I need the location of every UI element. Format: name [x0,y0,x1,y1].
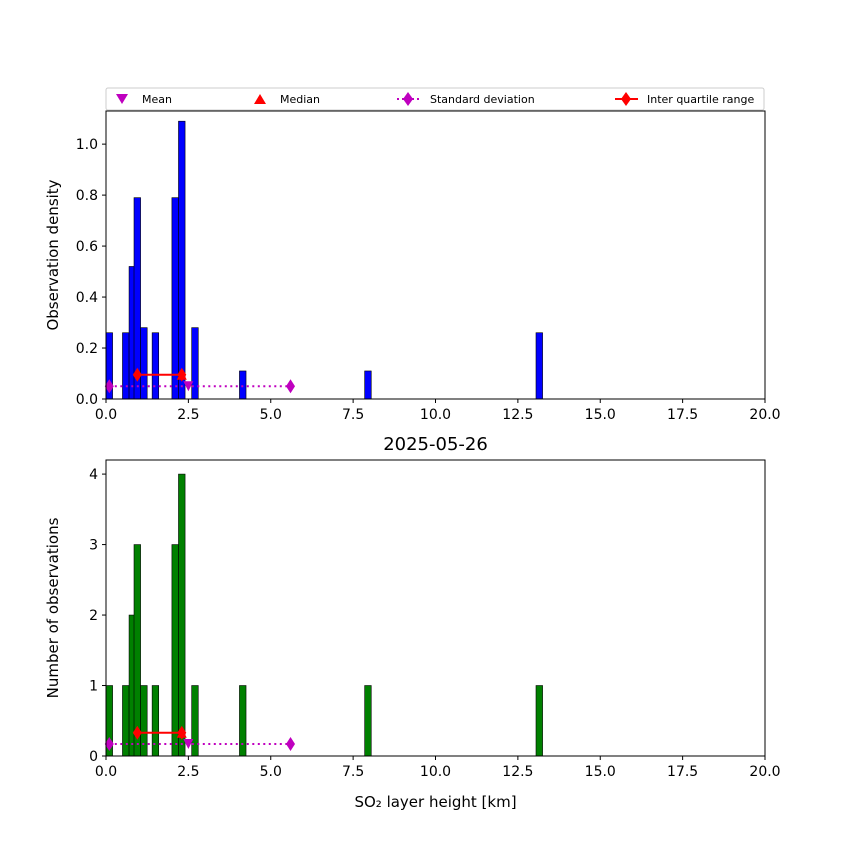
legend-frame [105,87,765,111]
std-marker [104,737,114,752]
histogram-bar [151,332,160,400]
histogram-bar [239,685,247,757]
iqr-marker-icon [621,92,631,106]
legend-median-label: Median [280,93,320,106]
y-tick-label: 1 [89,679,98,695]
y-tick-label: 0.6 [76,239,98,255]
y-tick-label: 0.0 [76,392,98,408]
mean-marker-icon [116,94,128,104]
x-tick-label: 20.0 [749,764,780,780]
histogram-bar [133,544,141,757]
histogram-bar [364,685,372,757]
histogram-bar [239,370,247,400]
axes-frame [105,110,766,400]
histogram-bar [122,685,130,757]
median-marker [176,727,187,738]
x-tick-label: 7.5 [342,407,364,423]
x-tick-label: 10.0 [420,764,451,780]
median-marker-icon [254,94,266,104]
histogram-bar [191,685,199,757]
median-marker [176,369,187,380]
histogram-bar [535,685,543,757]
histogram-bar [178,120,186,400]
x-tick-label: 0.0 [95,407,117,423]
x-tick-label: 2.5 [177,764,199,780]
x-tick-label: 17.5 [667,764,698,780]
histogram-bar [171,197,179,400]
histogram-bar [535,332,543,400]
std-marker [104,379,114,394]
legend: Mean Median Standard deviation Inter qua… [105,87,765,111]
mean-marker [183,739,194,750]
y-tick-label: 4 [89,467,98,483]
x-tick-label: 15.0 [585,764,616,780]
legend-iqr-label: Inter quartile range [647,93,754,106]
std-marker [286,737,296,752]
histogram-bar [171,544,179,757]
x-tick-label: 15.0 [585,407,616,423]
x-tick-label: 5.0 [260,764,282,780]
iqr-marker [132,725,142,740]
x-tick-label: 20.0 [749,407,780,423]
y-tick-label: 0.2 [76,341,98,357]
std-marker-icon [403,92,413,106]
chart-title: 2025-05-26 [383,434,488,455]
legend-mean-label: Mean [142,93,172,106]
y-axis-label: Number of observations [44,517,62,698]
histogram-bar [191,327,199,400]
histogram-bar [178,473,186,757]
x-tick-label: 5.0 [260,407,282,423]
x-axis-label: SO₂ layer height [km] [354,793,516,811]
iqr-marker [132,367,142,382]
y-tick-label: 0.4 [76,290,98,306]
density-histogram-panel: 0.0 2.5 5.0 7.5 10.0 12.5 15.0 17.5 20.0 0.0 0.2 0.… [44,110,781,423]
axes-frame [105,459,766,757]
count-histogram-panel: 0.0 2.5 5.0 7.5 10.0 12.5 15.0 17.5 20.0 0 1 2 3 4 Num… [44,434,781,811]
std-marker [286,379,296,394]
mean-marker [183,381,194,392]
y-tick-label: 1.0 [76,137,98,153]
x-tick-label: 2.5 [177,407,199,423]
histogram-bar [151,685,160,757]
x-tick-label: 17.5 [667,407,698,423]
y-axis-label: Observation density [44,179,62,330]
legend-std-label: Standard deviation [430,93,535,106]
histogram-bar [140,327,148,400]
y-tick-label: 2 [89,608,98,624]
histogram-bar [140,685,148,757]
x-tick-label: 0.0 [95,764,117,780]
x-tick-label: 12.5 [502,764,533,780]
x-tick-label: 10.0 [420,407,451,423]
histogram-bar [364,370,372,400]
y-tick-label: 0 [89,749,98,765]
y-tick-label: 0.8 [76,188,98,204]
x-tick-label: 7.5 [342,764,364,780]
histogram-bar [122,332,130,400]
x-tick-label: 12.5 [502,407,533,423]
y-tick-label: 3 [89,538,98,554]
